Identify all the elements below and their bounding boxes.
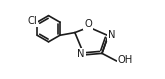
Text: Cl: Cl [28, 16, 37, 26]
Text: O: O [84, 19, 92, 29]
Text: OH: OH [118, 55, 133, 65]
Text: N: N [77, 49, 85, 59]
Text: N: N [108, 30, 115, 40]
